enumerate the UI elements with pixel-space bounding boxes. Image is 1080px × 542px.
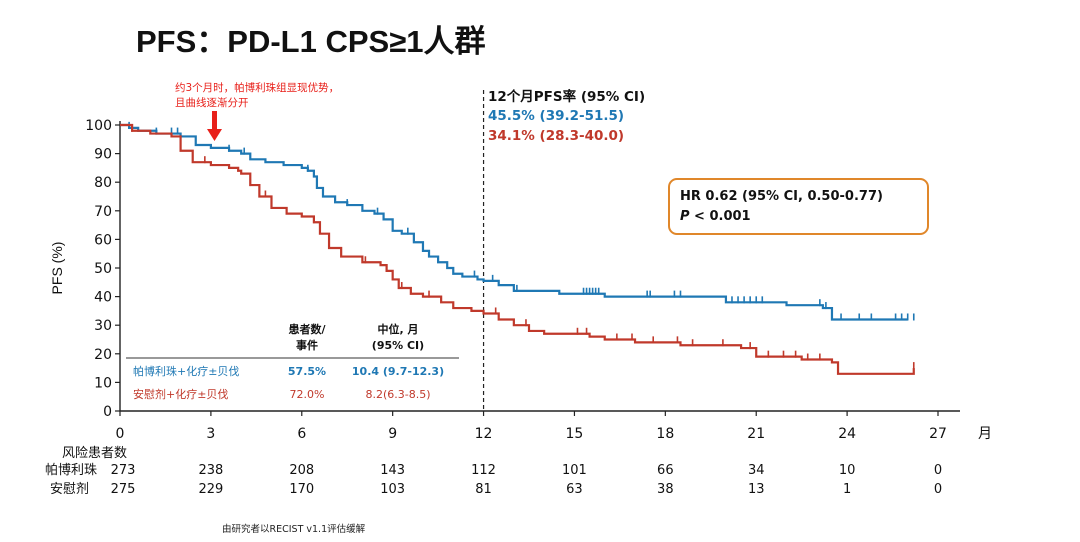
risk-value: 275 — [111, 482, 136, 497]
hazard-ratio-text: HR 0.62 (95% CI, 0.50-0.77) — [680, 189, 883, 204]
risk-value: 112 — [471, 463, 496, 478]
y-tick-label: 20 — [94, 347, 112, 363]
risk-row-pembro-label: 帕博利珠 — [45, 463, 97, 478]
y-tick-label: 50 — [94, 261, 112, 277]
y-axis-label: PFS (%) — [49, 242, 65, 295]
hazard-ratio-box: HR 0.62 (95% CI, 0.50-0.77) P < 0.001 — [668, 178, 929, 235]
risk-value: 13 — [748, 482, 765, 497]
risk-value: 0 — [934, 463, 942, 478]
risk-value: 81 — [475, 482, 492, 497]
km-curves — [120, 121, 915, 375]
risk-table-header: 风险患者数 — [62, 446, 127, 461]
x-tick-label: 6 — [297, 426, 306, 442]
p-value: < 0.001 — [689, 209, 751, 224]
p-value-line: P < 0.001 — [680, 207, 917, 227]
risk-value: 101 — [562, 463, 587, 478]
x-tick-label: 12 — [475, 426, 493, 442]
col-patients-header-1: 患者数/ — [288, 322, 326, 336]
km-curve-placebo — [120, 123, 915, 375]
y-tick-label: 0 — [103, 404, 112, 420]
footnote: 由研究者以RECIST v1.1评估缓解 — [222, 524, 366, 535]
risk-value: 1 — [843, 482, 851, 497]
x-axis-unit: 月 — [978, 426, 992, 442]
annotation-line-2: 且曲线逐渐分开 — [175, 96, 249, 109]
risk-value: 229 — [198, 482, 223, 497]
risk-value: 66 — [657, 463, 674, 478]
x-tick-label: 18 — [656, 426, 674, 442]
x-tick-label: 15 — [566, 426, 584, 442]
summary-row-placebo-label: 安慰剂+化疗±贝伐 — [133, 387, 228, 401]
x-tick-label: 21 — [747, 426, 765, 442]
summary-row-pembro-label: 帕博利珠+化疗±贝伐 — [133, 364, 239, 378]
col-median-header-2: (95% CI) — [372, 339, 424, 352]
risk-value: 63 — [566, 482, 583, 497]
col-patients-header-2: 事件 — [296, 338, 318, 352]
risk-value: 143 — [380, 463, 405, 478]
axes: 0 10 20 30 40 50 60 70 80 90 100 0 3 6 9 12 15 18 21 24 27 — [85, 90, 960, 442]
x-tick-label: 3 — [206, 426, 215, 442]
y-tick-label: 40 — [94, 290, 112, 306]
summary-row-placebo-median: 8.2(6.3-8.5) — [365, 388, 430, 401]
annotation-line-1: 约3个月时，帕博利珠组显现优势， — [175, 81, 339, 94]
risk-value: 34 — [748, 463, 765, 478]
pfs-rate-pembro: 45.5% (39.2-51.5) — [488, 108, 624, 124]
p-label: P — [680, 209, 690, 224]
pfs-rate-placebo: 34.1% (28.3-40.0) — [488, 128, 624, 144]
y-tick-label: 10 — [94, 375, 112, 391]
summary-row-pembro-events: 57.5% — [288, 365, 326, 378]
annotation-arrow-icon — [207, 111, 222, 141]
axis-lines — [119, 121, 960, 412]
x-tick-label: 24 — [838, 426, 856, 442]
summary-row-pembro-median: 10.4 (9.7-12.3) — [352, 365, 444, 378]
risk-value: 0 — [934, 482, 942, 497]
x-tick-label: 0 — [116, 426, 125, 442]
pfs-rate-heading: 12个月PFS率 (95% CI) — [488, 88, 645, 105]
x-tick-label: 27 — [929, 426, 947, 442]
y-tick-label: 90 — [94, 147, 112, 163]
summary-table: 患者数/ 事件 中位, 月 (95% CI) 帕博利珠+化疗±贝伐 57.5% … — [126, 322, 459, 401]
y-tick-label: 60 — [94, 232, 112, 248]
risk-value: 103 — [380, 482, 405, 497]
risk-table: 风险患者数 帕博利珠 安慰剂 273 238 208 143 112 101 66 34 10 0… — [45, 446, 942, 497]
page-title: PFS：PD-L1 CPS≥1人群 — [136, 24, 486, 59]
x-tick-label: 9 — [388, 426, 397, 442]
risk-row-placebo-label: 安慰剂 — [50, 482, 89, 497]
summary-row-placebo-events: 72.0% — [290, 388, 325, 401]
risk-value: 170 — [289, 482, 314, 497]
risk-value: 38 — [657, 482, 674, 497]
y-tick-label: 100 — [85, 118, 112, 134]
risk-value: 10 — [839, 463, 856, 478]
risk-value: 208 — [289, 463, 314, 478]
y-tick-label: 80 — [94, 175, 112, 191]
col-median-header-1: 中位, 月 — [377, 322, 418, 336]
y-tick-label: 70 — [94, 204, 112, 220]
risk-value: 238 — [198, 463, 223, 478]
risk-value: 273 — [111, 463, 136, 478]
y-tick-label: 30 — [94, 318, 112, 334]
